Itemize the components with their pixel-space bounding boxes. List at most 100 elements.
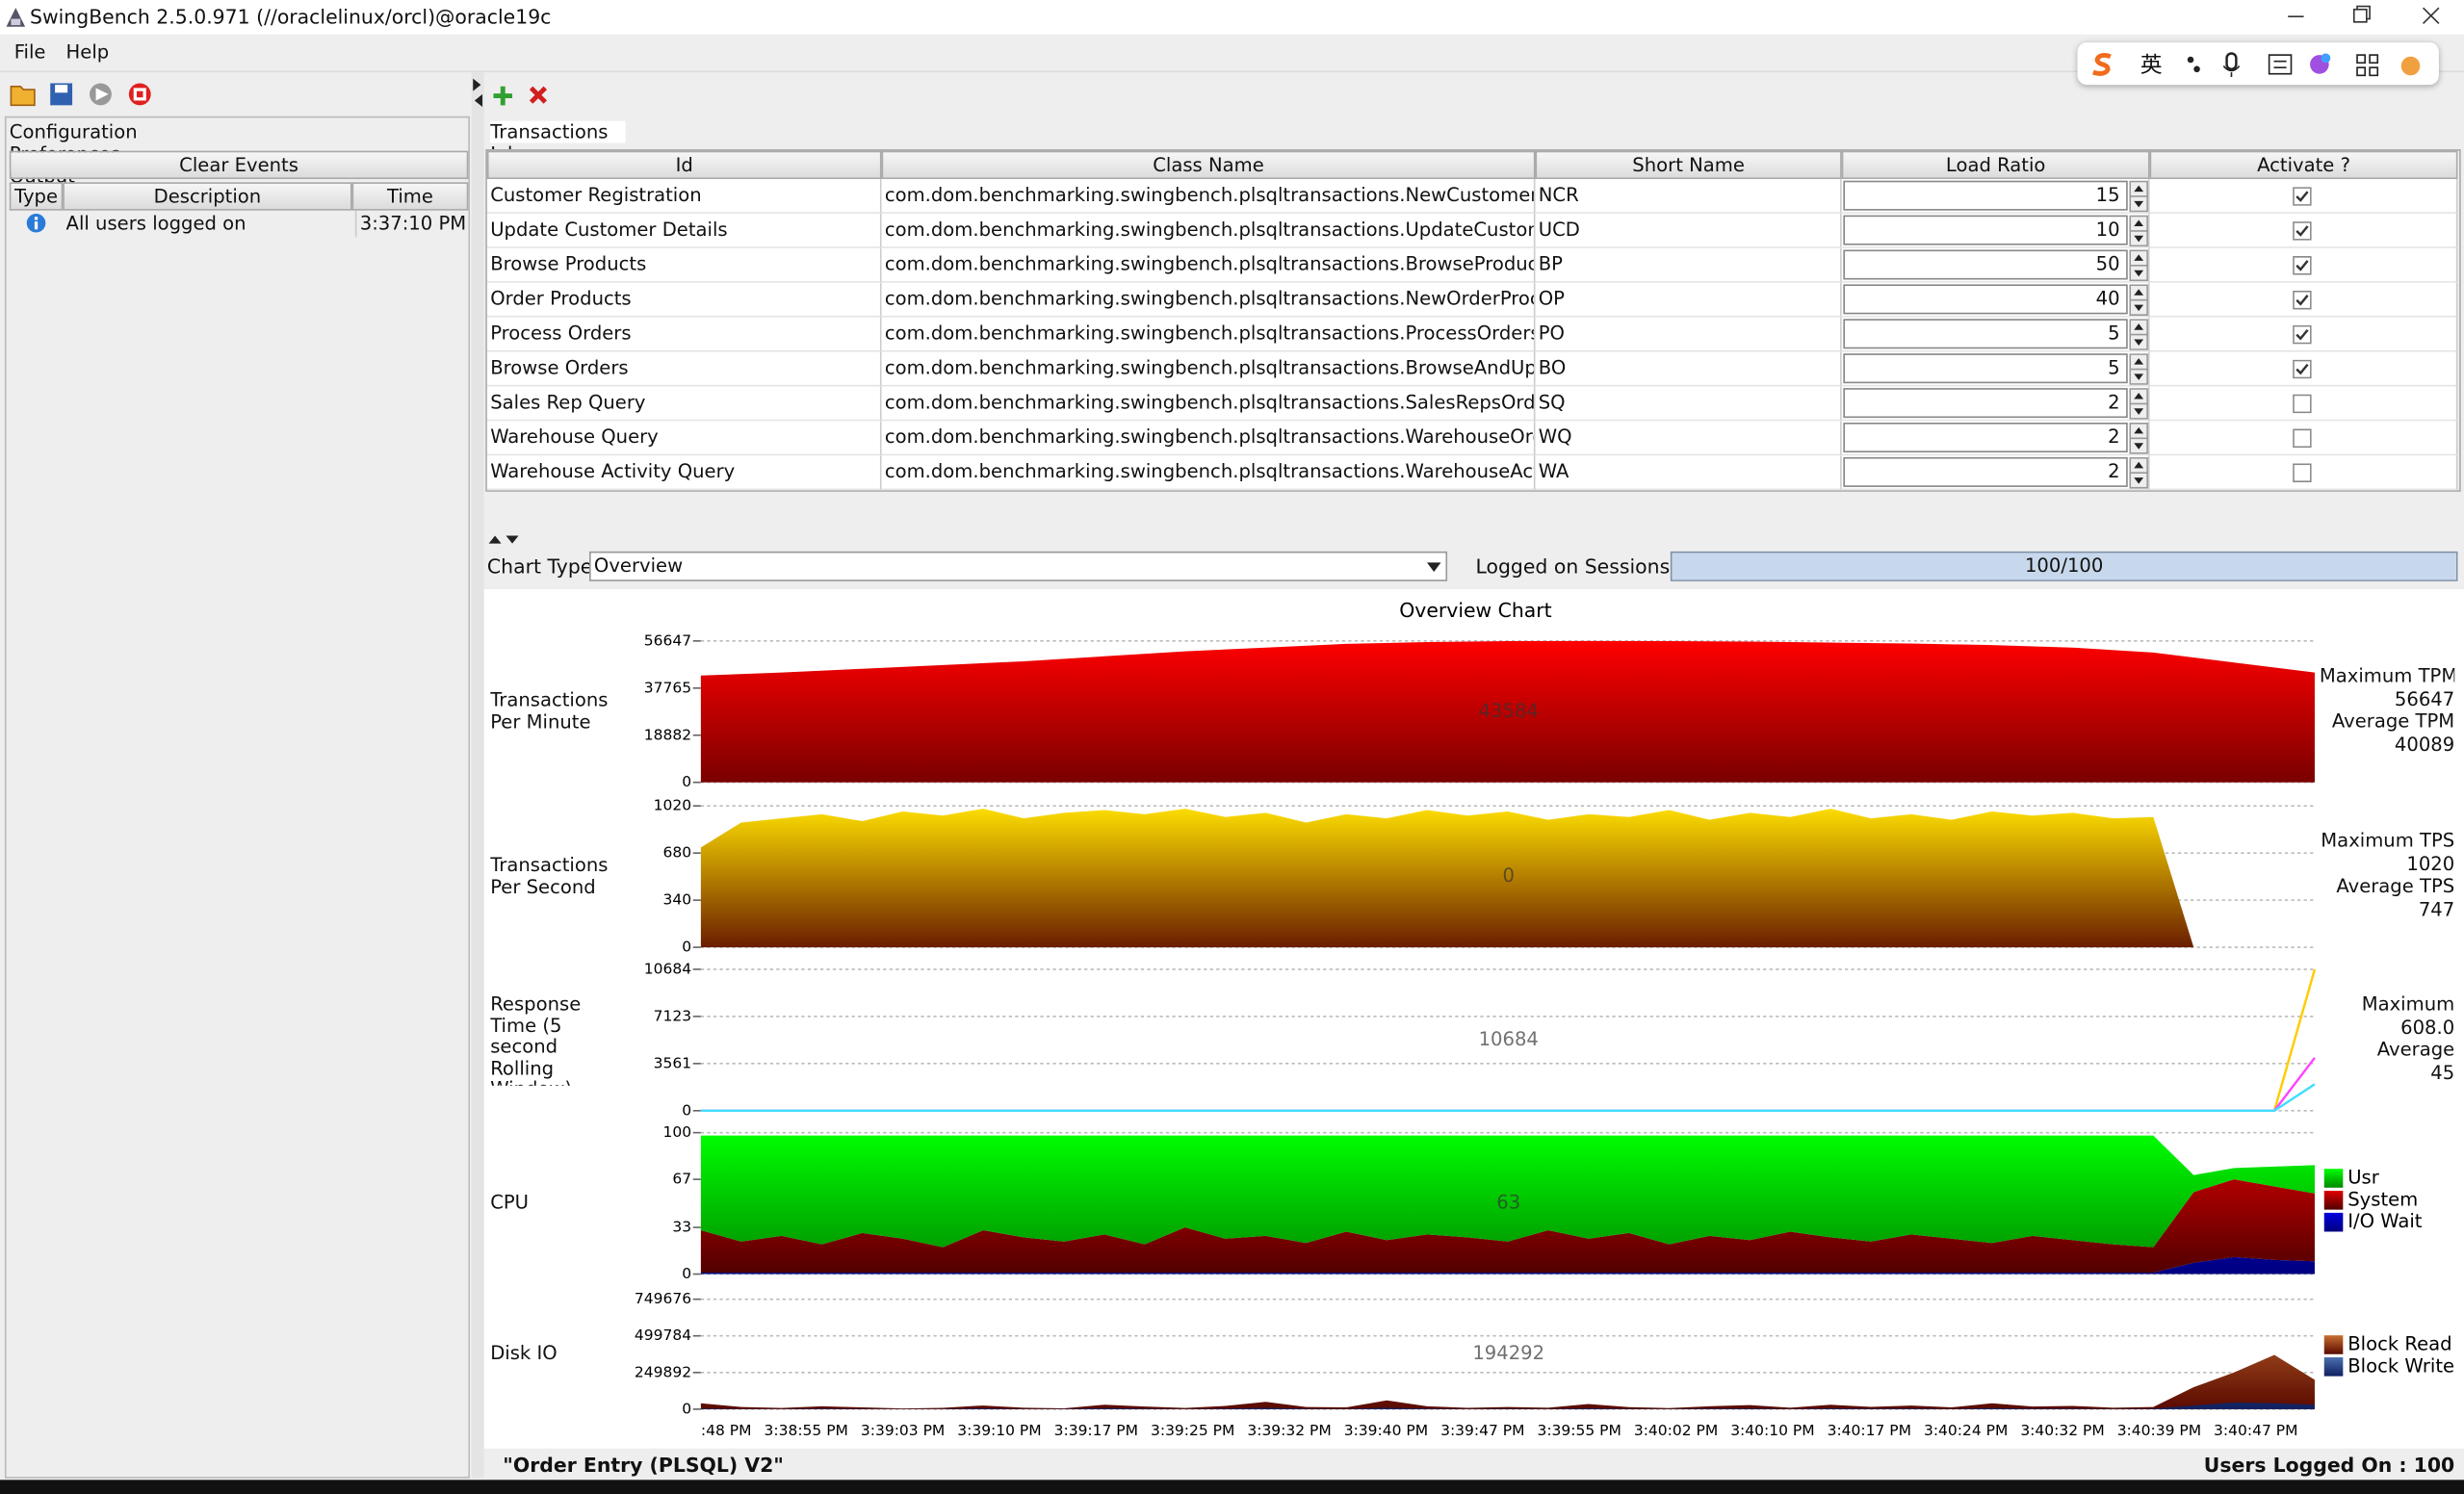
load-ratio-cell: 2 xyxy=(1841,455,2150,491)
title-bar: SwingBench 2.5.0.971 (//oraclelinux/orcl… xyxy=(0,0,2464,35)
short-name: WA xyxy=(1535,455,1842,491)
center-value: 10684 xyxy=(1479,1028,1539,1050)
y-tick-label: 1020 xyxy=(654,797,691,814)
load-ratio-cell: 50 xyxy=(1841,247,2150,283)
area xyxy=(700,809,2315,948)
activate-checkbox[interactable] xyxy=(2293,324,2312,345)
menu-item[interactable]: File xyxy=(13,40,46,64)
activate-checkbox[interactable] xyxy=(2293,428,2312,449)
activate-checkbox[interactable] xyxy=(2293,290,2312,310)
splitter[interactable] xyxy=(471,72,484,1479)
legend-swatch xyxy=(2323,1191,2344,1210)
short-name: BP xyxy=(1535,247,1842,283)
clear-events-button[interactable]: Clear Events xyxy=(9,150,469,180)
activate-checkbox[interactable] xyxy=(2293,256,2312,275)
legend-swatch xyxy=(2323,1357,2344,1377)
load-ratio-input[interactable]: 10 xyxy=(1843,215,2128,245)
tab[interactable]: Transactions xyxy=(490,120,626,143)
center-value: 43584 xyxy=(1479,700,1539,722)
spinner[interactable] xyxy=(2129,180,2148,213)
activate-cell xyxy=(2149,179,2458,214)
column-header[interactable]: Class Name xyxy=(881,150,1536,180)
chart-type-combo[interactable]: Overview xyxy=(589,551,1448,581)
load-ratio-input[interactable]: 50 xyxy=(1843,249,2128,280)
column-header[interactable]: Id xyxy=(486,150,882,180)
x-tick-label: 3:40:10 PM xyxy=(1730,1422,1814,1439)
transaction-toolbar[interactable] xyxy=(490,82,559,110)
stacked-area xyxy=(700,1135,2315,1248)
progress-text: 100/100 xyxy=(2024,554,2104,577)
tab[interactable]: Configuration xyxy=(9,120,138,143)
legend-swatch xyxy=(2323,1169,2344,1188)
spinner[interactable] xyxy=(2129,319,2148,350)
ime-icons[interactable] xyxy=(2181,50,2432,78)
legend-swatch xyxy=(2323,1335,2344,1354)
load-ratio-input[interactable]: 5 xyxy=(1843,353,2128,384)
column-header[interactable]: Type xyxy=(9,182,64,211)
activate-checkbox[interactable] xyxy=(2293,463,2312,483)
spinner[interactable] xyxy=(2129,249,2148,282)
transaction-id: Browse Orders xyxy=(486,351,882,387)
menu-item[interactable]: Help xyxy=(65,40,110,64)
legend-label: I/O Wait xyxy=(2347,1210,2423,1232)
column-header[interactable]: Activate ? xyxy=(2149,150,2458,180)
load-ratio-input[interactable]: 5 xyxy=(1843,319,2128,349)
class-name: com.dom.benchmarking.swingbench.plsqltra… xyxy=(881,247,1536,283)
spinner[interactable] xyxy=(2129,422,2148,454)
legend-label: Block Write xyxy=(2347,1354,2454,1377)
spinner[interactable] xyxy=(2129,353,2148,385)
ime-logo[interactable] xyxy=(2087,49,2118,81)
class-name: com.dom.benchmarking.swingbench.plsqltra… xyxy=(881,386,1536,422)
y-tick-label: 67 xyxy=(672,1171,691,1188)
activate-checkbox[interactable] xyxy=(2293,394,2312,414)
transaction-id: Customer Registration xyxy=(486,179,882,214)
class-name: com.dom.benchmarking.swingbench.plsqltra… xyxy=(881,213,1536,248)
class-name: com.dom.benchmarking.swingbench.plsqltra… xyxy=(881,317,1536,352)
column-header[interactable]: Description xyxy=(63,182,352,211)
class-name: com.dom.benchmarking.swingbench.plsqltra… xyxy=(881,455,1536,491)
main-toolbar[interactable] xyxy=(7,79,164,111)
legend-label: Block Read xyxy=(2347,1332,2451,1354)
column-header[interactable]: Short Name xyxy=(1535,150,1842,180)
footer-users: Users Logged On : 100 xyxy=(2203,1453,2455,1478)
ime-language[interactable]: 英 xyxy=(2140,53,2163,79)
spinner[interactable] xyxy=(2129,456,2148,489)
spinner[interactable] xyxy=(2129,215,2148,247)
x-tick-label: 3:39:32 PM xyxy=(1247,1422,1331,1439)
column-header[interactable]: Time xyxy=(351,182,469,211)
area xyxy=(700,640,2315,783)
x-tick-label: 3:40:02 PM xyxy=(1634,1422,1718,1439)
transaction-id: Order Products xyxy=(486,282,882,318)
y-tick-label: 33 xyxy=(672,1219,691,1236)
x-tick-label: 3:40:32 PM xyxy=(2020,1422,2104,1439)
stacked-area xyxy=(700,1179,2315,1274)
split-arrows[interactable] xyxy=(487,532,525,545)
activate-checkbox[interactable] xyxy=(2293,359,2312,379)
short-name: OP xyxy=(1535,282,1842,318)
spinner[interactable] xyxy=(2129,284,2148,317)
window-controls[interactable] xyxy=(2263,0,2464,35)
load-ratio-input[interactable]: 2 xyxy=(1843,388,2128,419)
activate-cell xyxy=(2149,386,2458,422)
y-tick-label: 0 xyxy=(682,1265,691,1282)
activate-checkbox[interactable] xyxy=(2293,221,2312,241)
activate-checkbox[interactable] xyxy=(2293,187,2312,206)
combo-arrow xyxy=(1426,562,1441,573)
y-tick-label: 0 xyxy=(682,1400,691,1417)
x-tick-label: 3:40:24 PM xyxy=(1924,1422,2008,1439)
load-ratio-input[interactable]: 2 xyxy=(1843,456,2128,487)
left-panel: ConfigurationPreferencesOutputEvents Cle… xyxy=(4,116,470,1479)
x-tick-label: 3:39:03 PM xyxy=(861,1422,945,1439)
transaction-id: Process Orders xyxy=(486,317,882,352)
spinner[interactable] xyxy=(2129,388,2148,420)
column-header[interactable]: Load Ratio xyxy=(1841,150,2150,180)
load-ratio-cell: 10 xyxy=(1841,213,2150,248)
center-value: 0 xyxy=(1503,864,1515,887)
load-ratio-input[interactable]: 15 xyxy=(1843,180,2128,211)
activate-cell xyxy=(2149,317,2458,352)
events-table: Type Description Time All users logged on 3:… xyxy=(9,182,469,1476)
load-ratio-input[interactable]: 40 xyxy=(1843,284,2128,315)
load-ratio-input[interactable]: 2 xyxy=(1843,422,2128,453)
